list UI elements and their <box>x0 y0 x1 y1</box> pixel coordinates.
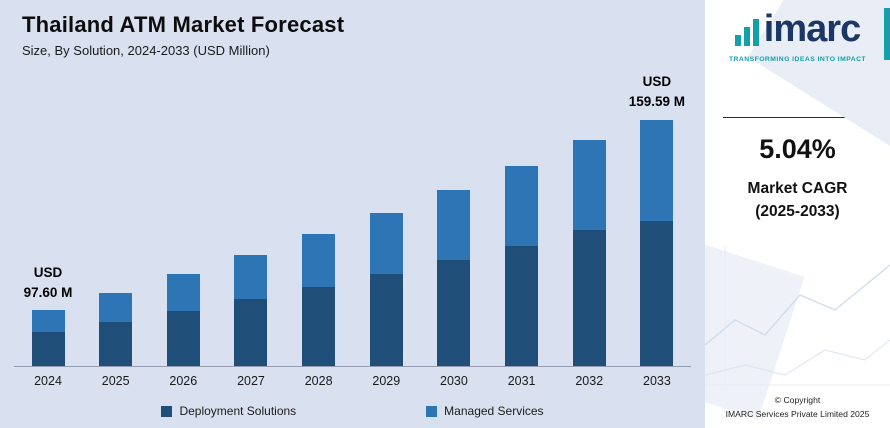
stacked-bar <box>166 274 200 366</box>
stacked-bar <box>234 254 268 366</box>
deployment-solutions-segment <box>302 286 336 366</box>
stacked-bar <box>437 189 471 366</box>
cagr-label: Market CAGR (2025-2033) <box>705 177 890 224</box>
managed-services-segment <box>572 139 606 231</box>
bar-column <box>84 72 148 366</box>
managed-services-segment <box>166 274 200 311</box>
legend-label: Managed Services <box>444 404 544 418</box>
bar-column <box>151 72 215 366</box>
bar-value-label: USD 159.59 M <box>628 74 686 110</box>
teal-accent-bar <box>884 8 890 60</box>
imarc-logo-text: imarc <box>763 8 861 50</box>
bar-column <box>422 72 486 366</box>
divider-line <box>722 117 873 119</box>
legend-item: Managed Services <box>426 404 544 418</box>
stacked-bar <box>31 310 65 366</box>
x-axis-tick-label: 2024 <box>34 374 62 388</box>
bar-column <box>490 72 554 366</box>
stacked-bar <box>505 165 539 366</box>
x-axis-tick-label: 2027 <box>237 374 265 388</box>
cagr-label-line2: (2025-2033) <box>755 203 840 221</box>
cagr-label-line1: Market CAGR <box>747 180 848 198</box>
copyright: © Copyright IMARC Services Private Limit… <box>705 394 890 421</box>
bars: USD 97.60 M USD 159.59 M <box>14 72 691 367</box>
chart-header: Thailand ATM Market Forecast Size, By So… <box>22 12 344 58</box>
bar-column <box>287 72 351 366</box>
x-axis-tick-label: 2030 <box>440 374 468 388</box>
x-axis-tick-label: 2026 <box>169 374 198 388</box>
page-title: Thailand ATM Market Forecast <box>22 12 345 37</box>
chart-subtitle: Size, By Solution, 2024-2033 (USD Millio… <box>22 43 270 58</box>
stacked-bar <box>369 212 403 366</box>
legend-label: Deployment Solutions <box>179 404 297 418</box>
bar-value-label: USD 97.60 M <box>23 264 73 300</box>
bar-column: USD 159.59 M <box>625 72 689 366</box>
side-panel: imarc TRANSFORMING IDEAS INTO IMPACT 5.0… <box>705 0 890 428</box>
bar-column: USD 97.60 M <box>16 72 80 366</box>
imarc-logo: imarc TRANSFORMING IDEAS INTO IMPACT <box>705 8 890 64</box>
stacked-bar <box>302 234 336 366</box>
managed-services-segment <box>234 254 268 300</box>
x-axis-tick-label: 2029 <box>372 374 401 388</box>
deployment-solutions-segment <box>437 260 471 366</box>
legend-swatch <box>426 405 438 417</box>
bar-column <box>354 72 418 366</box>
stacked-bar <box>572 139 606 366</box>
deployment-solutions-segment <box>31 332 65 366</box>
deployment-solutions-segment <box>369 273 403 366</box>
legend-swatch <box>161 405 173 417</box>
deployment-solutions-segment <box>640 220 674 366</box>
x-axis-tick-label: 2032 <box>575 374 604 388</box>
copyright-line1: © Copyright <box>774 395 821 406</box>
deployment-solutions-segment <box>234 299 268 366</box>
stacked-bar <box>640 119 674 366</box>
x-axis-tick-label: 2031 <box>507 374 536 388</box>
x-axis-tick-label: 2028 <box>304 374 333 388</box>
managed-services-segment <box>302 234 336 287</box>
managed-services-segment <box>99 292 133 322</box>
deployment-solutions-segment <box>166 310 200 366</box>
x-axis-tick-label: 2033 <box>643 374 671 388</box>
deployment-solutions-segment <box>572 230 606 366</box>
managed-services-segment <box>31 310 65 333</box>
x-axis-labels: 2024 2025 2026 2027 2028 2029 2030 2031 2032 2033 <box>14 374 691 388</box>
plot-area: USD 97.60 M USD 159.59 M 2024 2025 2026 2027 20… <box>14 72 691 388</box>
managed-services-segment <box>437 189 471 261</box>
deployment-solutions-segment <box>99 321 133 366</box>
stacked-bar <box>99 292 133 366</box>
chart-section: Thailand ATM Market Forecast Size, By So… <box>0 0 705 428</box>
bar-column <box>219 72 283 366</box>
legend-item: Deployment Solutions <box>161 404 296 418</box>
managed-services-segment <box>505 165 539 246</box>
deployment-solutions-segment <box>505 245 539 366</box>
managed-services-segment <box>369 212 403 274</box>
imarc-logo-tagline: TRANSFORMING IDEAS INTO IMPACT <box>728 56 867 64</box>
legend: Deployment Solutions Managed Services <box>0 404 705 418</box>
bar-column <box>557 72 621 366</box>
managed-services-segment <box>640 119 674 221</box>
x-axis-tick-label: 2025 <box>101 374 130 388</box>
cagr-value: 5.04% <box>759 134 836 165</box>
copyright-line2: IMARC Services Private Limited 2025 <box>725 408 870 419</box>
decorative-sketch <box>705 245 890 386</box>
imarc-logo-icon <box>734 19 759 47</box>
